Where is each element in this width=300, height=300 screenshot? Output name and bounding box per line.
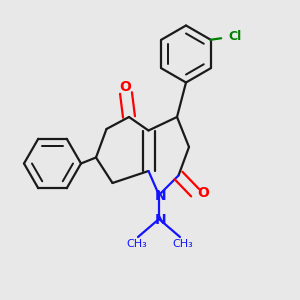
Text: CH₃: CH₃ [172, 238, 194, 249]
Text: Cl: Cl [228, 30, 241, 43]
Text: N: N [155, 213, 166, 226]
Text: O: O [119, 80, 131, 94]
Text: N: N [155, 189, 166, 202]
Text: O: O [197, 186, 209, 200]
Text: CH₃: CH₃ [126, 238, 147, 249]
